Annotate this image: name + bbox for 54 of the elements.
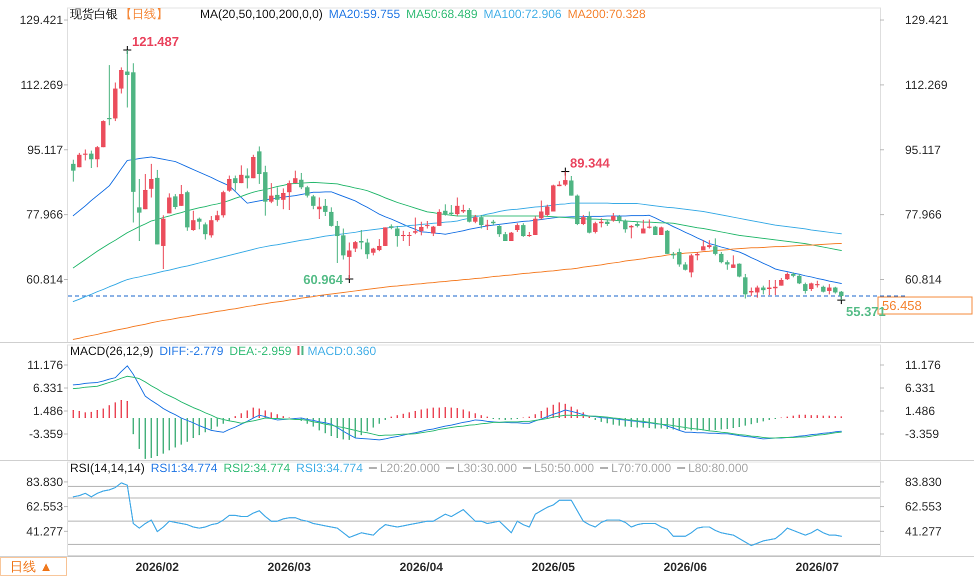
text: DIFF:-2.779: [159, 344, 224, 358]
annotation: 60.964: [303, 272, 344, 287]
text: MA100:72.906: [484, 7, 562, 21]
y-tick-label: -3.359: [28, 426, 64, 441]
annotation: MA(20,50,100,200,0,0): [200, 7, 323, 21]
chart-title: 现货白银: [70, 7, 118, 21]
y-tick-label: 62.553: [26, 500, 64, 514]
y2-tick-label: 77.966: [905, 208, 942, 222]
text: MA20:59.755: [328, 7, 400, 21]
y2-tick-label: 129.421: [905, 13, 949, 28]
y-tick-label: 41.277: [26, 524, 64, 538]
text: MA50:68.489: [406, 7, 478, 21]
text: RSI1:34.774: [150, 461, 218, 475]
annotation: MACD(26,12,9): [70, 344, 154, 358]
annotation: 89.344: [570, 156, 611, 171]
text: MA200:70.328: [568, 7, 646, 21]
x-tick-label: 2026/05: [532, 560, 576, 574]
x-tick-label: 2026/02: [136, 560, 180, 574]
y2-tick-label: 95.117: [905, 142, 942, 157]
y2-tick-label: 83.830: [905, 474, 942, 489]
y2-tick-label: 41.277: [905, 524, 942, 538]
x-tick-label: 2026/07: [796, 560, 840, 574]
text: 日线 ▲: [10, 559, 52, 574]
legend-label: L70:70.000: [611, 461, 672, 475]
y-tick-label: 6.331: [32, 380, 64, 395]
legend-label: L30:30.000: [456, 461, 518, 475]
y-tick-label: 95.117: [27, 142, 64, 157]
y-tick-label: 1.486: [32, 404, 64, 418]
legend-label: L20:20.000: [380, 461, 440, 475]
y2-tick-label: 1.486: [905, 404, 936, 418]
y-tick-label: 11.176: [27, 358, 64, 372]
y2-tick-label: 60.814: [905, 272, 942, 287]
legend-label: L80:80.000: [688, 461, 749, 475]
text: DEA:-2.959: [229, 344, 292, 358]
y2-tick-label: -3.359: [905, 426, 940, 441]
x-tick-label: 2026/03: [268, 560, 312, 574]
y-tick-label: 112.269: [20, 78, 64, 92]
annotation: RSI(14,14,14): [70, 461, 145, 475]
x-tick-label: 2026/04: [400, 560, 444, 574]
x-tick-label: 2026/06: [664, 560, 708, 574]
y2-tick-label: 11.176: [905, 358, 942, 372]
y-tick-label: 83.830: [26, 474, 64, 489]
annotation: 121.487: [132, 34, 179, 49]
legend-label: L50:50.000: [534, 461, 594, 475]
chart-subtitle: 【日线】: [120, 7, 168, 21]
y-tick-label: 77.966: [26, 208, 64, 222]
y2-tick-label: 62.553: [905, 500, 942, 514]
y-tick-label: 60.814: [26, 272, 64, 287]
text: RSI3:34.774: [296, 461, 364, 475]
y2-tick-label: 112.269: [905, 78, 948, 92]
y2-tick-label: 6.331: [905, 380, 936, 395]
legend-label: MACD:0.360: [307, 344, 376, 358]
y-tick-label: 129.421: [20, 13, 64, 28]
legend-label: RSI2:34.774: [223, 461, 290, 475]
